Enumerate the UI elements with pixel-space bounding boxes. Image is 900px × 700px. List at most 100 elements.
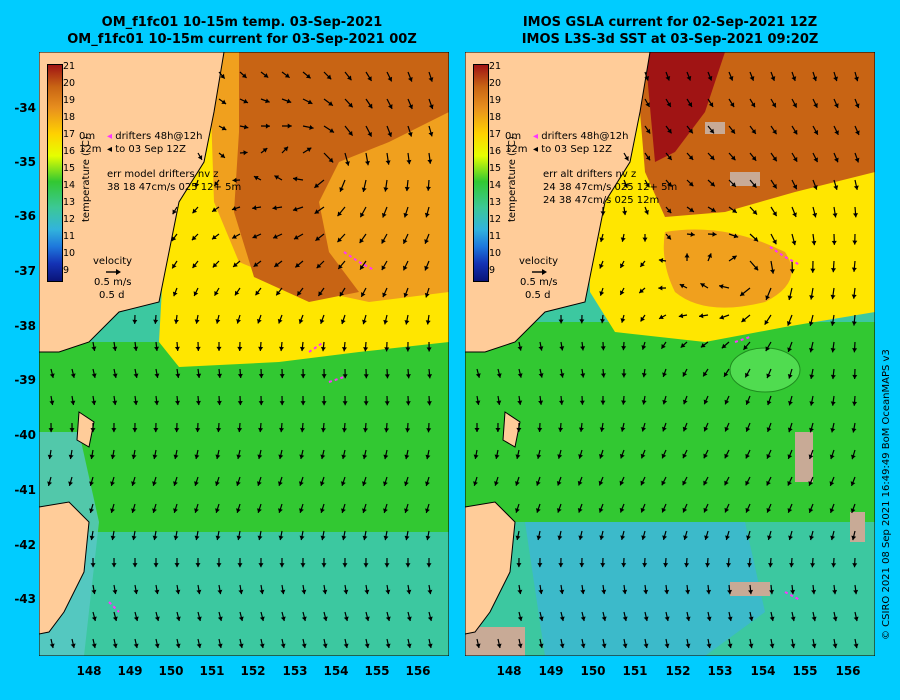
current-arrowhead [193,291,199,296]
current-arrowhead [295,262,300,268]
current-arrowhead [853,589,859,595]
current-arrowhead [259,616,265,621]
current-arrowhead [298,481,304,486]
current-arrowhead [809,535,815,541]
current-arrowhead [537,427,543,432]
current-arrowhead [279,401,285,406]
lon-label: 149 [538,664,564,678]
current-arrowhead [766,427,772,432]
current-arrowhead [658,258,664,263]
current-arrowhead [728,75,734,81]
current-arrowhead [661,426,667,432]
current-arrowhead [91,616,97,621]
current-arrowhead [619,480,625,486]
current-arrowhead [131,454,137,460]
current-arrowhead [601,643,607,649]
velocity-scale-arrow-icon [532,269,547,275]
current-arrowhead [724,507,730,513]
current-arrowhead [661,453,667,459]
left-title-line2: OM_f1fc01 10-15m current for 03-Sep-2021… [67,32,417,47]
current-arrowhead [854,157,860,163]
current-arrowhead [642,237,648,242]
current-arrowhead [724,426,730,432]
current-arrowhead [191,235,197,241]
current-arrowhead [852,563,858,568]
current-arrowhead [724,372,729,377]
colorbar-tick: 13 [63,197,76,208]
current-arrowhead [641,400,647,405]
current-arrowhead [238,589,244,595]
current-arrowhead [577,508,583,513]
current-arrowhead [322,589,328,595]
current-arrowhead [91,346,97,351]
lon-label: 152 [665,664,691,678]
current-arrowhead [214,181,219,187]
current-arrowhead [360,264,365,270]
current-arrowhead [786,321,792,326]
current-arrowhead [338,264,343,270]
current-arrowhead [428,131,434,137]
current-arrowhead [383,187,389,192]
current-arrowhead [384,374,390,379]
colorbar-tick: 14 [489,180,502,191]
current-arrowhead [789,563,795,568]
current-arrowhead [258,427,264,433]
current-arrowhead [406,616,412,621]
colorbar-tick: 19 [489,95,502,106]
current-arrowhead [766,454,772,459]
drifter-track [328,376,345,383]
legend-drifter-line1: ◂ drifters 48h@12h [533,131,629,142]
current-arrowhead [725,535,730,540]
lat-label: -39 [14,373,36,387]
current-arrowhead [175,616,181,621]
current-arrowhead [726,562,732,568]
current-arrowhead [300,401,306,406]
current-arrowhead [830,535,836,541]
current-arrowhead [748,589,754,595]
current-arrowhead [808,321,814,326]
current-arrowhead [496,373,502,378]
current-arrowhead [152,454,158,459]
current-arrowhead [341,347,347,352]
current-arrowhead [274,262,280,267]
current-arrowhead [252,205,257,211]
current-arrowhead [810,563,816,568]
current-arrowhead [767,535,772,540]
current-arrowhead [682,507,688,513]
current-arrowhead [320,346,326,352]
current-arrowhead [196,616,202,621]
current-arrowhead [645,182,650,188]
current-arrowhead [384,347,390,352]
current-arrowhead [813,157,818,163]
colorbar-tick: 10 [489,248,502,259]
current-arrowhead [89,508,94,513]
current-arrowhead [707,75,713,81]
colorbar-tick: 17 [63,129,76,140]
colorbar-tick: 9 [489,265,496,276]
current-arrowhead [133,616,139,621]
legend-drifter-text2: to 03 Sep 12Z [541,144,612,155]
current-arrowhead [812,185,818,190]
current-arrowhead [292,206,298,212]
ocean-warm-eddy [234,52,449,302]
current-arrowhead [712,231,717,237]
current-arrowhead [852,348,858,353]
current-arrowhead [300,563,306,568]
credit-text: © CSIRO 2021 08 Sep 2021 16:49:49 BoM Oc… [881,349,892,640]
lon-label: 148 [496,664,522,678]
current-arrowhead [641,345,647,350]
current-arrowhead [752,209,758,215]
current-arrowhead [424,292,430,298]
current-arrowhead [173,454,179,459]
current-arrowhead [197,155,203,160]
current-arrowhead [174,563,180,568]
current-arrowhead [685,616,691,622]
colorbar-tick: 15 [489,163,502,174]
colorbar-tick: 11 [63,231,76,242]
current-arrowhead [853,643,859,649]
current-arrowhead [243,124,249,130]
current-arrowhead [259,589,265,595]
drifter-track [734,336,751,343]
current-arrowhead [664,589,670,595]
current-arrowhead [153,428,159,433]
